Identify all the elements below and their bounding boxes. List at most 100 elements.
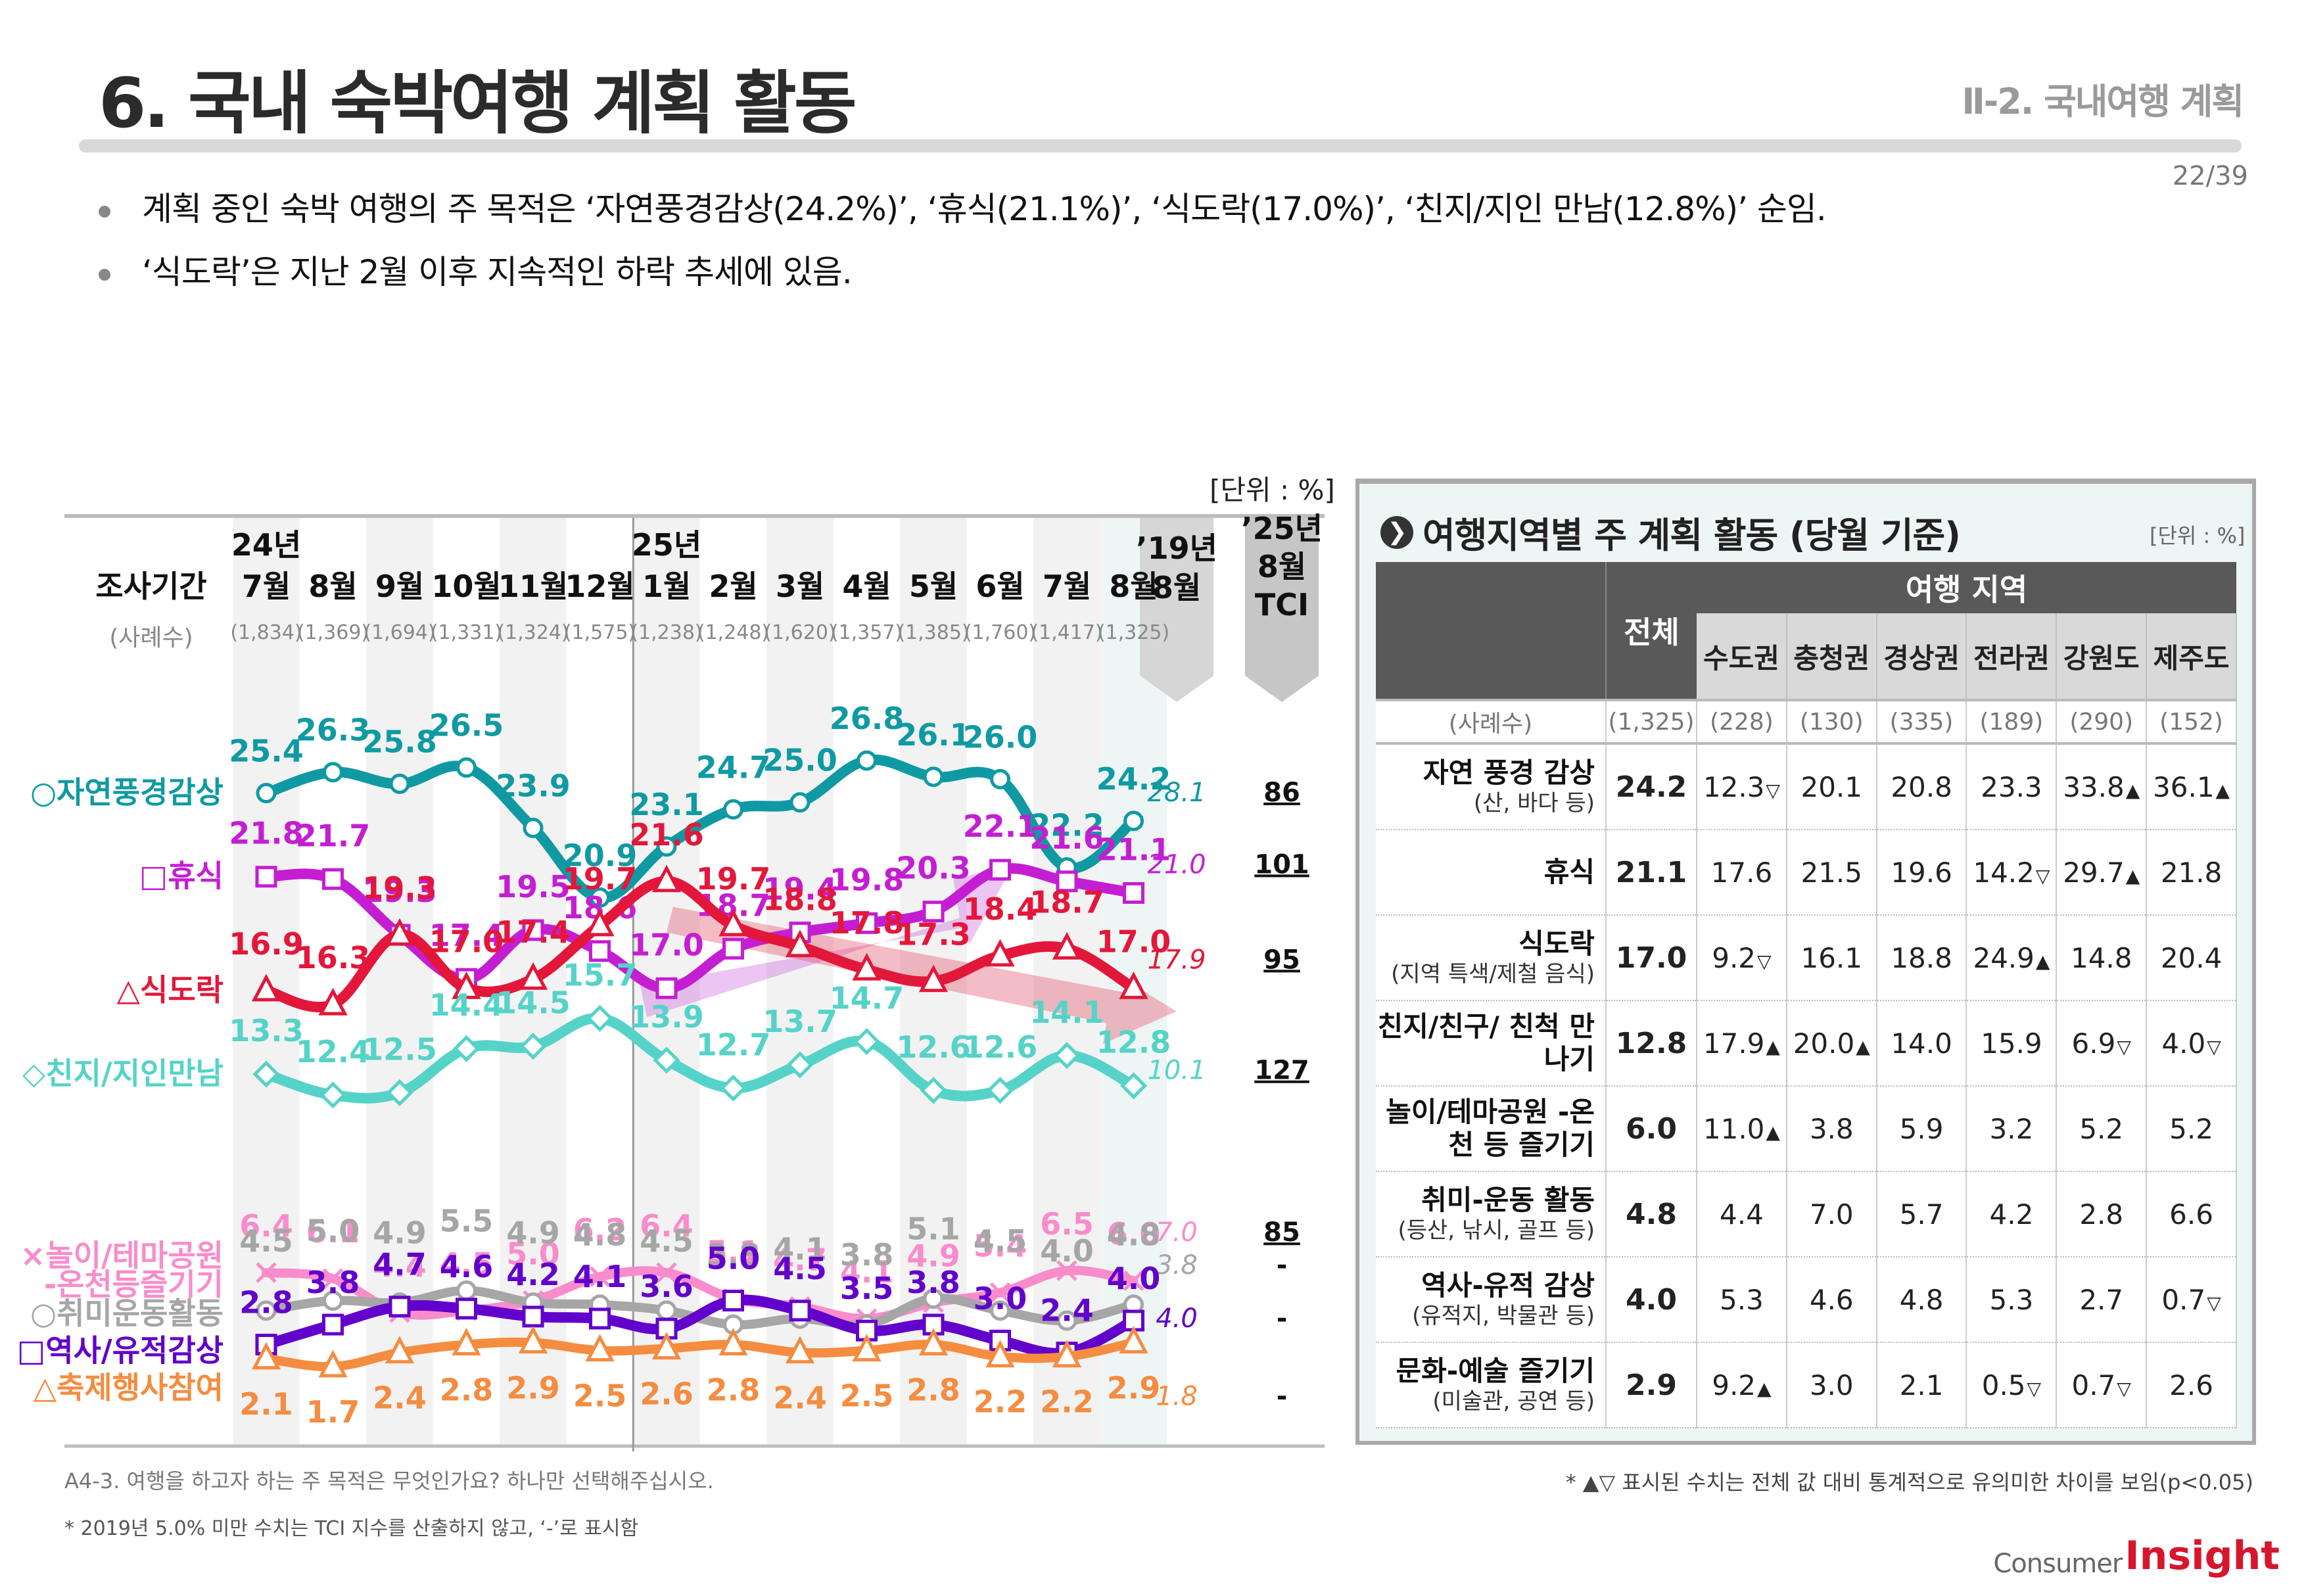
sample-region: (189) xyxy=(1966,699,2058,745)
cell-value: 16.1 xyxy=(1800,941,1862,974)
data-point xyxy=(519,1033,547,1060)
cell-value: 36.1 xyxy=(2153,770,2215,803)
cell-value: 9.2 xyxy=(1712,1369,1756,1401)
data-label: 3.8 xyxy=(306,1265,360,1300)
bullet-icon xyxy=(99,268,110,281)
data-point xyxy=(585,908,615,937)
x-tick-label: 6월 xyxy=(976,569,1024,604)
data-label: 2.4 xyxy=(1040,1293,1094,1328)
cell-value: 5.3 xyxy=(1720,1283,1764,1316)
cell-region: 20.0▲ xyxy=(1786,1000,1877,1087)
data-point xyxy=(1123,1270,1144,1292)
cell-region: 0.7▽ xyxy=(2056,1342,2148,1428)
data-label: 14.7 xyxy=(830,981,905,1016)
data-point xyxy=(985,939,1015,967)
sample-size: (1,238) xyxy=(630,621,702,644)
data-point xyxy=(319,1081,347,1109)
panel-unit-label: [단위 : %] xyxy=(2150,523,2246,548)
legend-label: -온천등즐기기 xyxy=(44,1267,224,1302)
cell-region: 2.6 xyxy=(2146,1342,2237,1428)
data-label: 17.0 xyxy=(1096,924,1171,959)
bullet-text: ‘식도락’은 지난 2월 이후 지속적인 하락 추세에 있음. xyxy=(142,253,853,291)
cell-region: 4.8 xyxy=(1876,1257,1967,1343)
sample-label: (사례수) xyxy=(109,624,193,651)
data-point xyxy=(585,1334,615,1362)
sig-down-icon: ▽ xyxy=(2027,1377,2042,1399)
data-point xyxy=(989,1282,1011,1303)
ref-2019-header-shape xyxy=(1140,518,1213,702)
sample-size: (1,620) xyxy=(764,621,835,644)
cell-region: 2.7 xyxy=(2056,1257,2148,1343)
sample-size: (1,324) xyxy=(497,621,569,644)
cell-value: 29.7 xyxy=(2063,856,2125,889)
cell-value: 5.2 xyxy=(2079,1112,2124,1145)
row-label: 문화-예술 즐기기 (미술관, 공연 등) xyxy=(1376,1342,1607,1428)
chart-unit-label: [단위 : %] xyxy=(1210,474,1335,506)
data-label: 19.3 xyxy=(362,874,437,909)
sig-up-icon: ▲ xyxy=(1766,1035,1780,1058)
data-point xyxy=(322,1313,344,1336)
cell-value: 5.2 xyxy=(2169,1112,2213,1145)
data-label: 6.2 xyxy=(573,1212,627,1248)
region-table: 전체 여행 지역 수도권 충청권 경상권 전라권 강원도 제주도 (사례수) (1,325)… xyxy=(1376,562,2237,1428)
row-label: 역사-유적 감상 (유적지, 박물관 등) xyxy=(1376,1257,1607,1343)
tci-header-shape xyxy=(1245,518,1319,702)
significance-footnote: * ▲▽ 표시된 수치는 전체 값 대비 통계적으로 유의미한 차이를 보임(p… xyxy=(1565,1470,2253,1495)
legend-label: ×놀이/테마공원 xyxy=(20,1238,224,1273)
cell-region: 5.3 xyxy=(1697,1257,1787,1343)
cell-region: 0.5▽ xyxy=(1966,1342,2058,1428)
x-tick-label: 5월 xyxy=(909,569,958,604)
data-label: 23.1 xyxy=(629,787,704,822)
x-tick-label: 9월 xyxy=(375,569,424,604)
question-footnote: A4-3. 여행을 하고자 하는 주 목적은 무엇인가요? 하나만 선택해주십시… xyxy=(64,1468,714,1493)
table-row: 문화-예술 즐기기 (미술관, 공연 등) 2.9 9.2▲ 3.0 2.1 0.5▽ 0.7… xyxy=(1376,1342,2237,1428)
x-tick-label: 7월 xyxy=(1043,569,1091,604)
cell-region: 6.9▽ xyxy=(2056,1000,2148,1087)
x-tick-label: 12월 xyxy=(565,569,634,604)
data-label: 14.5 xyxy=(496,985,571,1021)
data-label: 4.6 xyxy=(440,1249,494,1284)
row-sublabel: (등산, 낚시, 골프 등) xyxy=(1398,1217,1595,1244)
tci-value: - xyxy=(1277,1303,1288,1334)
data-label: 4.7 xyxy=(773,1242,827,1278)
sample-size: (1,760) xyxy=(964,621,1036,644)
column-band xyxy=(366,518,433,1446)
data-point xyxy=(318,1350,348,1378)
logo-text-insight: Insight xyxy=(2125,1533,2280,1579)
data-label: 25.0 xyxy=(763,743,837,778)
data-point xyxy=(722,1290,744,1312)
data-point xyxy=(523,818,544,839)
sample-region: (335) xyxy=(1876,699,1967,745)
data-point xyxy=(923,766,944,787)
sample-size-row: (사례수) (1,325) (228) (130) (335) (189) (290) (15… xyxy=(1376,699,2237,745)
data-point xyxy=(785,1336,815,1364)
data-label: 2.8 xyxy=(440,1372,494,1407)
data-point xyxy=(722,937,744,960)
data-label: 5.1 xyxy=(707,1234,761,1270)
col-header-region: 제주도 xyxy=(2146,613,2237,700)
data-label: 3.8 xyxy=(906,1265,960,1300)
data-point xyxy=(318,987,348,1016)
data-label: 21.6 xyxy=(1029,820,1104,856)
tci-footnote: * 2019년 5.0% 미만 수치는 TCI 지수를 산출하지 않고, ‘-’… xyxy=(64,1517,639,1540)
title-divider xyxy=(79,139,2242,153)
row-label-text: 놀이/테마공원 -온천 등 즐기기 xyxy=(1386,1095,1595,1161)
ref-2019-header-line: ’19년 xyxy=(1136,530,1217,566)
data-label: 25.4 xyxy=(229,734,304,769)
cell-value: 0.5 xyxy=(1981,1369,2026,1401)
sig-up-icon: ▲ xyxy=(1766,1121,1780,1143)
sample-region: (290) xyxy=(2056,699,2148,745)
data-label: 2.5 xyxy=(840,1378,894,1414)
data-label: 4.8 xyxy=(1107,1217,1161,1253)
data-label: 17.4 xyxy=(429,918,504,953)
data-point xyxy=(590,887,610,908)
panel-title: ❯ 여행지역별 주 계획 활동 (당월 기준) xyxy=(1380,506,1961,558)
cell-all: 6.0 xyxy=(1606,1086,1697,1172)
cell-region: 21.8 xyxy=(2146,830,2237,916)
cell-region: 20.4 xyxy=(2146,915,2237,1001)
data-label: 2.6 xyxy=(640,1376,694,1412)
col-header-region: 수도권 xyxy=(1697,613,1787,700)
row-label-text: 친지/친구/ 친척 만나기 xyxy=(1377,1010,1595,1075)
cell-value: 24.9 xyxy=(1973,941,2035,974)
table-row: 취미-운동 활동 (등산, 낚시, 골프 등) 4.8 4.4 7.0 5.7 4.2 2.8… xyxy=(1376,1171,2237,1257)
